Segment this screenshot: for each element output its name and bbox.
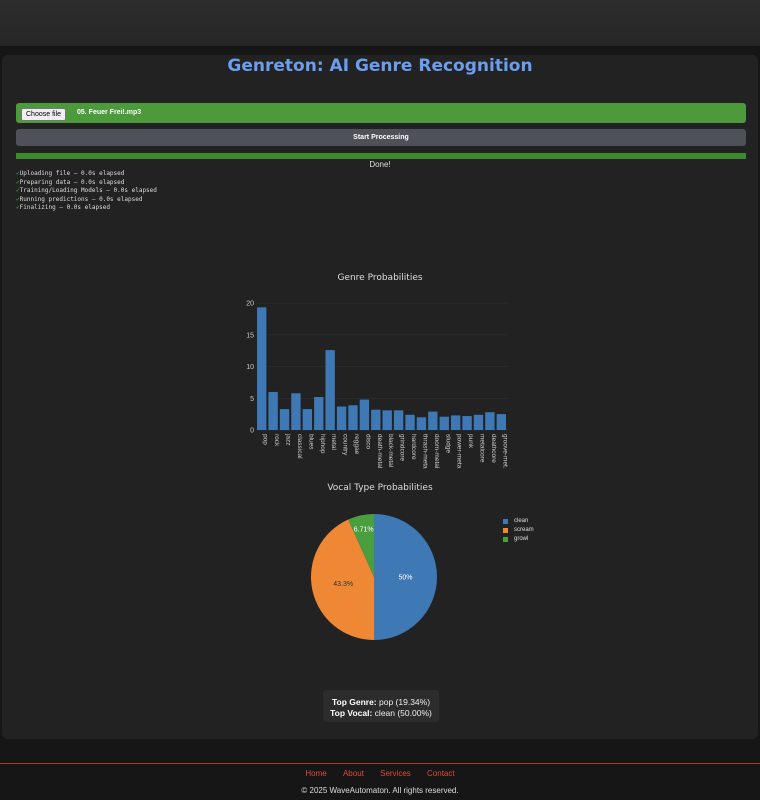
- start-processing-button[interactable]: Start Processing: [16, 129, 746, 146]
- progress-fill: [16, 153, 746, 159]
- checkmark-icon: ✓: [16, 195, 20, 203]
- x-tick-label: classical: [296, 434, 303, 459]
- checkmark-icon: ✓: [16, 187, 20, 194]
- bar-groove-met.: [496, 414, 506, 430]
- bar-doom-metal: [428, 411, 438, 430]
- bar-deathcore: [485, 412, 495, 430]
- footer-nav: Home About Services Contact: [0, 769, 760, 778]
- legend-label: growl: [514, 536, 529, 542]
- y-tick-label: 10: [246, 364, 254, 371]
- pie-legend: clean scream growl: [503, 517, 534, 544]
- legend-item-growl[interactable]: growl: [503, 535, 534, 544]
- x-tick-label: power-meta: [456, 434, 463, 469]
- legend-swatch: [503, 528, 508, 533]
- legend-swatch: [503, 537, 508, 542]
- top-bar: [0, 0, 760, 46]
- vocal-pie-chart: 50% 43.3% 6.71%: [310, 514, 438, 640]
- bar-death-metal: [371, 409, 381, 430]
- bar-power-meta: [450, 415, 461, 430]
- x-tick-label: grindcore: [399, 434, 406, 461]
- pie-value-label: 6.71%: [354, 526, 374, 533]
- bar-hiphop: [314, 397, 324, 430]
- y-tick-label: 5: [250, 396, 254, 403]
- x-tick-label: metal: [330, 434, 337, 450]
- x-tick-label: hiphop: [319, 434, 326, 454]
- bar-metalcore: [473, 414, 484, 430]
- x-tick-label: thrash-meta: [421, 434, 428, 469]
- page-title: Genreton: AI Genre Recognition: [227, 56, 533, 76]
- x-tick-label: black-metal: [387, 434, 394, 468]
- footer-link-contact[interactable]: Contact: [427, 769, 455, 778]
- top-vocal-line: Top Vocal: clean (50.00%): [330, 708, 432, 718]
- log-entry: ✓Training/Loading Models — 0.0s elapsed: [16, 187, 157, 194]
- log-entry: ✓Running predictions — 0.0s elapsed: [16, 195, 143, 203]
- x-tick-label: disco: [364, 434, 371, 450]
- x-tick-label: reggae: [353, 434, 360, 455]
- vocal-chart-title: Vocal Type Probabilities: [327, 483, 433, 493]
- y-tick-label: 20: [246, 301, 254, 308]
- log-entry: ✓Finalizing — 0.0s elapsed: [16, 204, 110, 211]
- choose-file-button[interactable]: Choose file: [21, 108, 67, 121]
- x-tick-label: blues: [307, 434, 314, 450]
- x-tick-label: punk: [467, 434, 474, 449]
- x-tick-label: deathcore: [490, 434, 497, 463]
- x-tick-label: death-metal: [376, 434, 383, 469]
- top-genre-line: Top Genre: pop (19.34%): [331, 697, 431, 707]
- footer-link-services[interactable]: Services: [380, 769, 411, 778]
- x-tick-label: country: [342, 434, 349, 456]
- bar-classical: [291, 393, 301, 430]
- bar-metal: [325, 350, 335, 430]
- bar-rock: [268, 391, 278, 430]
- x-tick-label: pop: [262, 434, 269, 445]
- checkmark-icon: ✓: [16, 204, 20, 211]
- bar-jazz: [279, 409, 290, 430]
- bar-black-metal: [382, 410, 392, 430]
- log-entry: ✓Preparing data — 0.0s elapsed: [16, 178, 125, 186]
- y-tick-label: 0: [250, 428, 254, 435]
- result-summary: Top Genre: pop (19.34%) Top Vocal: clean…: [323, 690, 439, 722]
- file-upload-bar: Choose file 05. Feuer Frei!.mp3: [16, 103, 746, 123]
- legend-label: clean: [514, 518, 529, 524]
- checkmark-icon: ✓: [16, 178, 20, 186]
- legend-swatch: [503, 519, 508, 524]
- bar-hardcore: [405, 414, 415, 430]
- pie-slice-scream: [310, 519, 375, 640]
- bar-reggae: [348, 405, 358, 430]
- x-tick-label: jazz: [285, 433, 292, 446]
- bar-blues: [302, 409, 313, 430]
- footer-link-about[interactable]: About: [342, 769, 364, 778]
- pie-value-label: 50%: [398, 574, 412, 581]
- processing-log: ✓Uploading file — 0.0s elapsed ✓Preparin…: [16, 170, 157, 213]
- y-tick-label: 15: [246, 332, 254, 339]
- footer-link-home[interactable]: Home: [305, 769, 327, 778]
- x-tick-label: groove-met.: [501, 434, 508, 469]
- legend-item-scream[interactable]: scream: [503, 526, 534, 535]
- legend-label: scream: [514, 527, 534, 533]
- progress-bar: [16, 153, 746, 159]
- bar-pop: [257, 307, 267, 430]
- pie-value-label: 43.3%: [333, 581, 353, 588]
- bar-country: [336, 406, 347, 430]
- copyright-text: © 2025 WaveAutomaton. All rights reserve…: [301, 786, 459, 795]
- x-tick-label: metalcore: [478, 434, 485, 463]
- x-tick-label: doom-metal: [433, 434, 440, 469]
- x-tick-label: sludge: [444, 434, 451, 454]
- genre-chart-title: Genre Probabilities: [337, 273, 423, 283]
- bar-thrash-meta: [416, 417, 427, 430]
- bar-punk: [462, 416, 472, 430]
- footer-divider: [0, 763, 760, 764]
- checkmark-icon: ✓: [16, 170, 20, 177]
- legend-item-clean[interactable]: clean: [503, 517, 534, 526]
- selected-file-name: 05. Feuer Frei!.mp3: [77, 109, 142, 116]
- bar-disco: [359, 399, 370, 430]
- log-entry: ✓Uploading file — 0.0s elapsed: [16, 170, 125, 177]
- pie-slice-clean: [374, 514, 438, 640]
- bar-grindcore: [393, 410, 404, 430]
- pie-slice-growl: [348, 514, 374, 577]
- x-tick-label: hardcore: [410, 434, 417, 460]
- bar-sludge: [439, 416, 449, 430]
- progress-status: Done!: [369, 160, 391, 169]
- x-tick-label: rock: [273, 434, 280, 447]
